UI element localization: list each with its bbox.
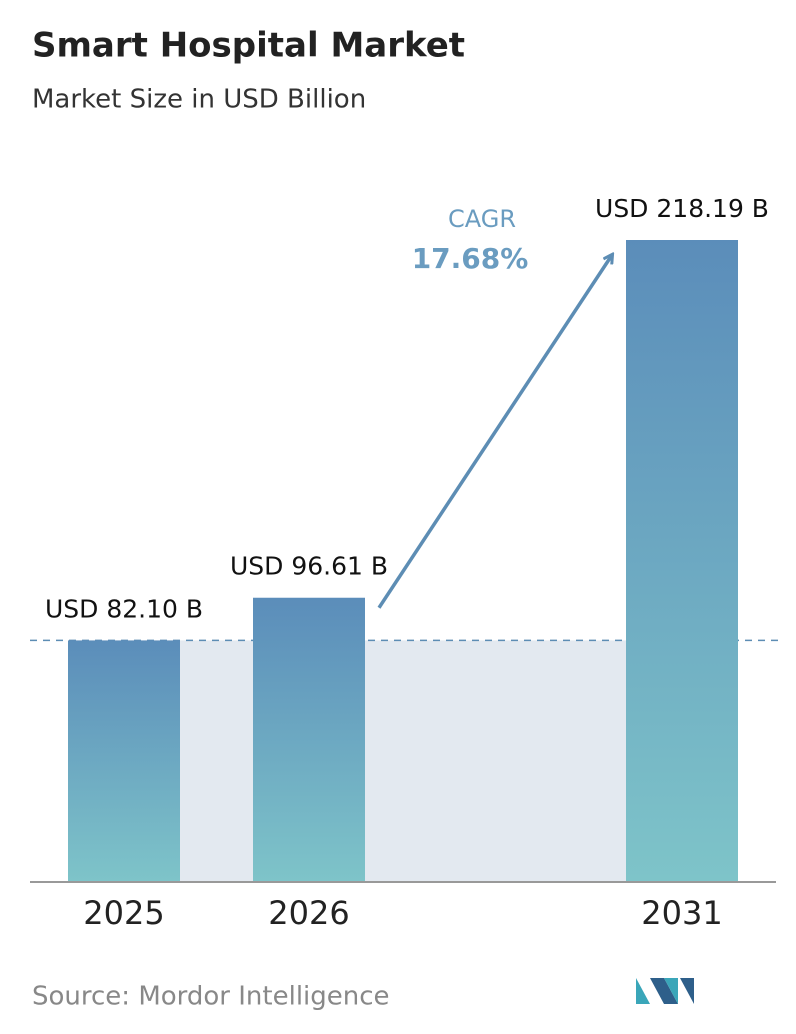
x-tick-label: 2026: [268, 894, 349, 932]
bar: [68, 640, 180, 882]
chart-subtitle: Market Size in USD Billion: [32, 85, 366, 115]
value-label: USD 82.10 B: [45, 594, 203, 623]
cagr-value: 17.68%: [412, 242, 529, 275]
value-label: USD 218.19 B: [595, 194, 769, 223]
source: Source: Mordor Intelligence: [32, 982, 390, 1012]
bar: [626, 240, 738, 882]
cagr-label: CAGR: [448, 205, 516, 233]
logo: [636, 978, 694, 1004]
cagr-arrow: [377, 255, 612, 609]
value-label: USD 96.61 B: [230, 552, 388, 581]
x-tick-label: 2025: [83, 894, 164, 932]
bar: [253, 597, 365, 882]
chart-title: Smart Hospital Market: [32, 26, 465, 66]
x-tick-label: 2031: [641, 894, 722, 932]
